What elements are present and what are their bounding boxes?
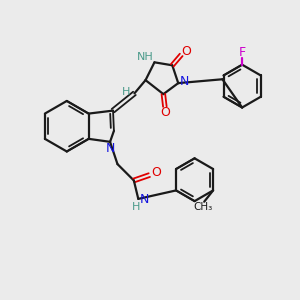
Text: CH₃: CH₃: [193, 202, 212, 212]
Text: O: O: [160, 106, 170, 119]
Text: O: O: [182, 45, 191, 58]
Text: NH: NH: [136, 52, 153, 62]
Text: N: N: [105, 142, 115, 155]
Text: H: H: [132, 202, 140, 212]
Text: O: O: [151, 166, 161, 179]
Text: N: N: [140, 193, 149, 206]
Text: H: H: [122, 87, 130, 97]
Text: F: F: [238, 46, 246, 59]
Text: N: N: [180, 75, 190, 88]
